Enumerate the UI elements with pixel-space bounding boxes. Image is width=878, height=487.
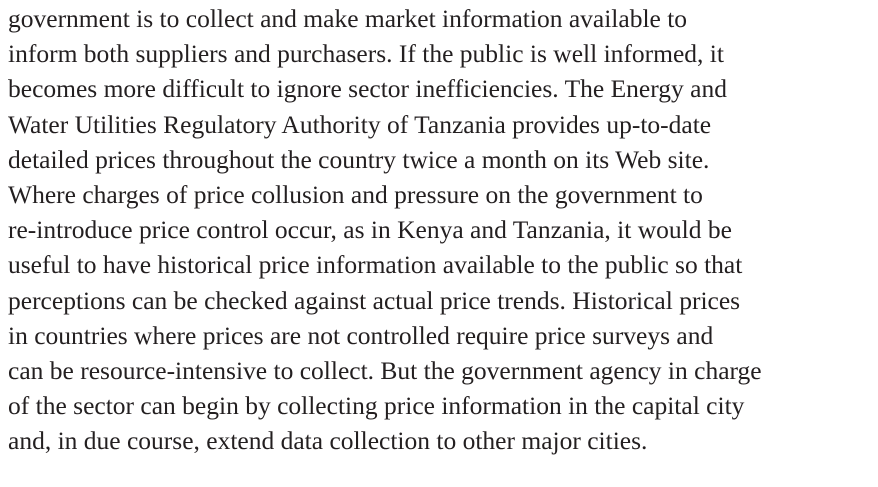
text-line: inform both suppliers and purchasers. If…: [8, 39, 724, 69]
text-line: Where charges of price collusion and pre…: [8, 179, 703, 209]
text-line: Water Utilities Regulatory Authority of …: [8, 109, 712, 139]
text-line: useful to have historical price informat…: [8, 250, 743, 280]
text-line: detailed prices throughout the country t…: [8, 144, 710, 174]
text-line: government is to collect and make market…: [8, 4, 688, 33]
text-line: of the sector can begin by collecting pr…: [8, 391, 745, 421]
text-line: can be resource-intensive to collect. Bu…: [8, 355, 762, 385]
text-line: re-introduce price control occur, as in …: [8, 215, 732, 245]
text-line: in countries where prices are not contro…: [8, 320, 714, 350]
text-line: and, in due course, extend data collecti…: [8, 426, 648, 456]
paragraph: government is to collect and make market…: [8, 1, 876, 458]
text-line: becomes more difficult to ignore sector …: [8, 74, 727, 104]
text-line: perceptions can be checked against actua…: [8, 285, 741, 315]
